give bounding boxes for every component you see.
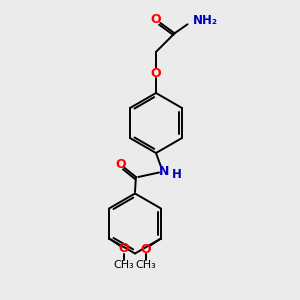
Text: O: O [141,242,151,256]
Text: O: O [151,13,161,26]
Text: CH₃: CH₃ [136,260,156,270]
Text: N: N [159,165,170,178]
Text: NH₂: NH₂ [193,14,217,27]
Text: O: O [115,158,126,171]
Text: O: O [151,67,161,80]
Text: O: O [119,242,129,256]
Text: H: H [172,167,182,181]
Text: CH₃: CH₃ [114,260,134,270]
